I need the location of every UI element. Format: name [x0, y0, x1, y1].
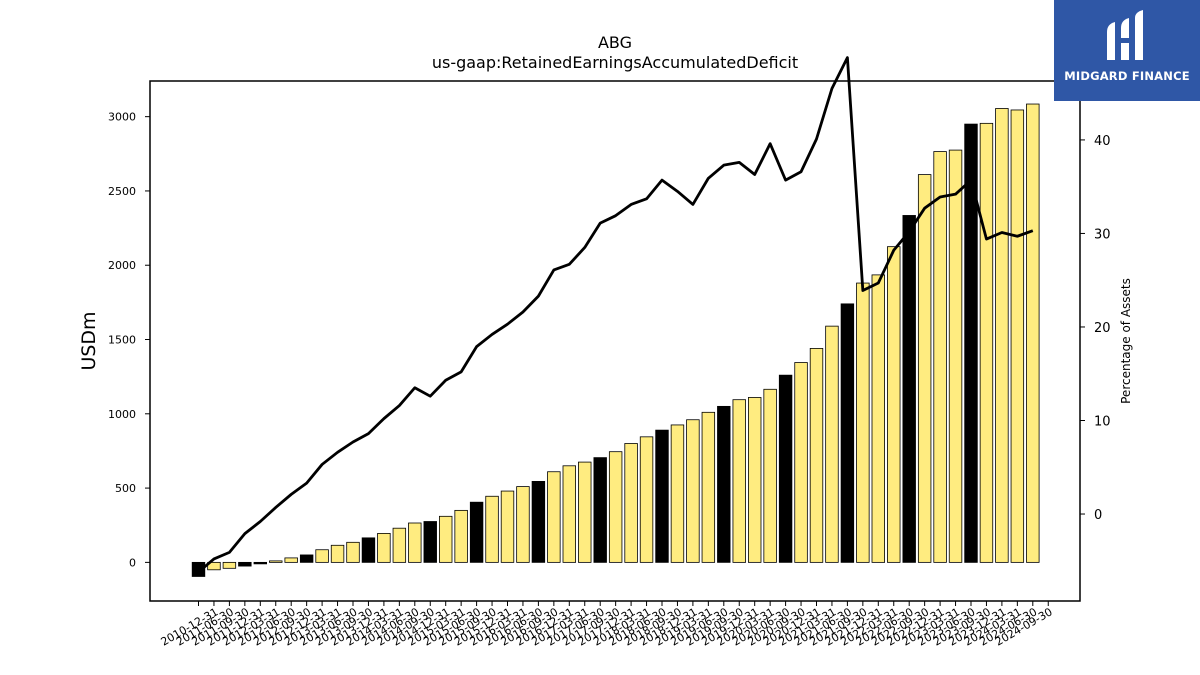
- bar: [222, 561, 237, 569]
- chart-subtitle: us-gaap:RetainedEarningsAccumulatedDefic…: [432, 53, 798, 72]
- bar: [253, 561, 268, 565]
- y-tick-label: 1500: [108, 334, 136, 347]
- bar: [655, 429, 669, 563]
- chart-title: ABG: [598, 33, 632, 52]
- y-tick-label: 2500: [108, 185, 136, 198]
- bar: [516, 486, 530, 563]
- bar: [454, 509, 468, 563]
- y2-axis-label: Percentage of Assets: [1119, 278, 1133, 404]
- bar: [608, 451, 623, 563]
- x-axis: 2010-12-312011-06-302011-09-302011-12-31…: [159, 601, 1055, 649]
- bar: [1010, 109, 1025, 563]
- bar: [593, 457, 607, 563]
- bar: [299, 554, 314, 563]
- y-axis-left: 0 500 1000 1500 2000 2500 3000: [108, 111, 150, 569]
- bar: [346, 541, 360, 563]
- bar: [578, 461, 592, 563]
- bar: [438, 515, 453, 563]
- bar: [887, 246, 901, 563]
- bar: [670, 424, 685, 563]
- bar: [423, 521, 437, 563]
- bar: [284, 557, 298, 563]
- bar: [717, 405, 731, 563]
- bar: [917, 174, 932, 563]
- y-tick-label: 500: [115, 482, 136, 495]
- bar: [238, 561, 252, 567]
- bar: [191, 561, 206, 577]
- y2-tick-label: 30: [1094, 227, 1111, 242]
- bar: [361, 537, 376, 563]
- bar: [995, 108, 1009, 563]
- bar: [778, 374, 793, 563]
- bar: [392, 527, 407, 563]
- bar: [562, 465, 577, 563]
- bar-series: [191, 103, 1040, 577]
- bar: [964, 123, 978, 563]
- bar: [856, 282, 870, 563]
- bar: [748, 397, 762, 563]
- bar: [902, 215, 916, 563]
- y-tick-label: 3000: [108, 111, 136, 124]
- percentage-line: [197, 56, 1034, 574]
- bar: [948, 149, 963, 563]
- bar: [840, 303, 855, 563]
- bar: [269, 560, 283, 563]
- bar: [408, 522, 422, 563]
- logo-text: MIDGARD FINANCE: [1064, 69, 1190, 83]
- bar: [825, 325, 839, 563]
- logo-mark-icon: [1107, 10, 1143, 60]
- y-tick-label: 1000: [108, 408, 136, 421]
- brand-logo: MIDGARD FINANCE: [1054, 0, 1200, 101]
- bar: [686, 419, 700, 563]
- bar: [979, 122, 994, 563]
- bar: [639, 436, 654, 563]
- bar: [485, 495, 499, 563]
- line-series: [197, 56, 1034, 574]
- y2-tick-label: 10: [1094, 414, 1111, 429]
- y2-tick-label: 0: [1094, 508, 1102, 523]
- bar: [871, 274, 886, 563]
- bar: [377, 533, 391, 563]
- bar: [809, 348, 824, 563]
- bar: [1026, 103, 1040, 563]
- bar: [531, 480, 546, 563]
- plot-frame: [149, 80, 1081, 602]
- bar: [624, 443, 638, 563]
- y-tick-label: 2000: [108, 259, 136, 272]
- bar: [933, 151, 947, 563]
- y-axis-right: 0 10 20 30 40: [1080, 134, 1111, 523]
- y2-tick-label: 40: [1094, 134, 1111, 149]
- bar: [701, 411, 716, 563]
- bar: [315, 549, 329, 563]
- bar: [547, 471, 561, 563]
- bar: [500, 490, 515, 563]
- bar: [794, 362, 808, 563]
- y2-tick-label: 20: [1094, 321, 1111, 336]
- bar: [469, 501, 484, 563]
- bar: [330, 544, 345, 563]
- bar: [732, 399, 746, 563]
- y-axis-label: USDm: [78, 311, 100, 370]
- y-tick-label: 0: [129, 556, 136, 569]
- bar: [763, 388, 777, 563]
